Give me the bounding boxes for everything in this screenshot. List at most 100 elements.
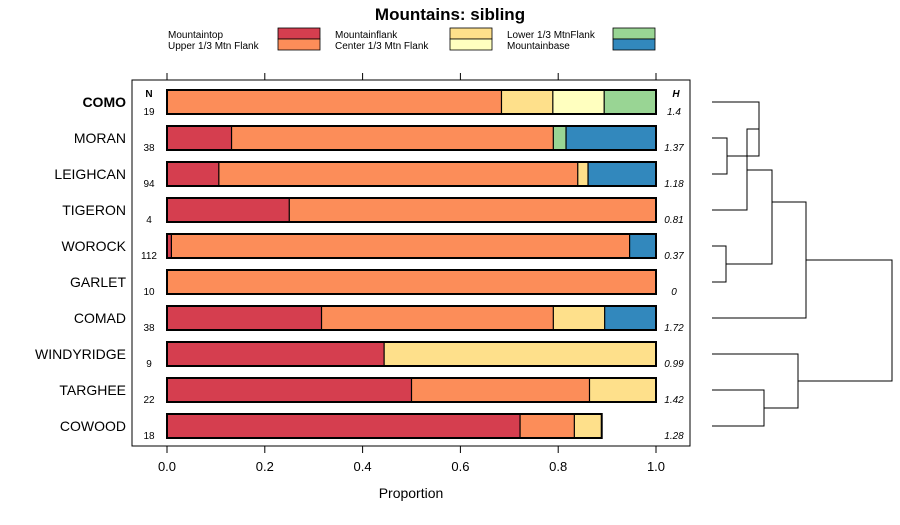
bar-outline [166, 89, 657, 115]
bar-segment [167, 270, 656, 294]
bar-outline [166, 161, 657, 187]
legend-swatch [449, 27, 493, 40]
bar-segment [231, 126, 554, 150]
bar-outline [166, 197, 657, 223]
row-h: 1.18 [664, 179, 684, 190]
x-tick-label: 0.4 [354, 459, 372, 474]
bar-row: TARGHEE 22 1.42 [59, 377, 684, 406]
x-tick-label: 0.8 [549, 459, 567, 474]
bar-segment [167, 234, 172, 258]
h-column-header: H [672, 89, 680, 100]
legend-label: Upper 1/3 Mtn Flank [168, 41, 260, 52]
bar-row: MORAN 38 1.37 [74, 125, 684, 154]
row-label: LEIGHCAN [54, 166, 126, 182]
row-label: WOROCK [61, 238, 126, 254]
row-label: WINDYRIDGE [35, 346, 126, 362]
bar-segment [167, 378, 412, 402]
bar-segment [167, 126, 232, 150]
bar-segment [501, 90, 553, 114]
legend-label: Lower 1/3 MtnFlank [507, 30, 596, 41]
row-n: 38 [143, 323, 155, 334]
legend-swatch [612, 27, 656, 40]
row-label: MORAN [74, 130, 126, 146]
bar-segment [411, 378, 590, 402]
bar-segment [520, 414, 575, 438]
row-h: 1.72 [664, 323, 684, 334]
bar-outline [166, 305, 657, 331]
bar-segment [588, 162, 656, 186]
bar-segment [167, 90, 502, 114]
row-label: COMAD [74, 310, 126, 326]
bar-segment [167, 198, 290, 222]
row-label: COMO [82, 94, 126, 110]
bar-row: GARLET 10 0 [70, 269, 677, 298]
legend-swatch [277, 38, 321, 51]
bar-segment [574, 414, 602, 438]
bar-outline [166, 125, 657, 151]
x-axis-label: Proportion [379, 485, 444, 501]
bar-segment [552, 90, 605, 114]
row-label: GARLET [70, 274, 126, 290]
row-n: 18 [143, 431, 155, 442]
plot-frame [131, 79, 691, 447]
row-n: 22 [143, 395, 155, 406]
x-tick-label: 0.6 [451, 459, 469, 474]
bar-row: COWOOD 18 1.28 [60, 413, 684, 442]
bar-segment [604, 90, 656, 114]
bar-segment [321, 306, 554, 330]
bar-segment [577, 162, 589, 186]
bar-segment [604, 306, 656, 330]
bar-outline [166, 341, 657, 367]
legend-swatch [449, 38, 493, 51]
bar-segment [167, 414, 521, 438]
bar-segment [566, 126, 656, 150]
legend-label: Mountainflank [335, 30, 398, 41]
legend-swatch [612, 38, 656, 51]
bar-row: WOROCK 112 0.37 [61, 233, 684, 262]
row-h: 0.37 [664, 251, 684, 262]
x-axis: 0.0 0.2 0.4 0.6 0.8 1.0 [158, 73, 665, 474]
row-n: 4 [146, 215, 152, 226]
row-n: 19 [143, 107, 155, 118]
row-h: 0.99 [664, 359, 684, 370]
chart-title: Mountains: sibling [375, 5, 525, 24]
row-h: 1.42 [664, 395, 684, 406]
x-tick-label: 1.0 [647, 459, 665, 474]
row-label: TARGHEE [59, 382, 126, 398]
row-n: 9 [146, 359, 152, 370]
bar-row: COMO 19 1.4 [82, 89, 681, 118]
row-h: 0 [671, 287, 677, 298]
bar-segment [553, 306, 605, 330]
bar-row: WINDYRIDGE 9 0.99 [35, 341, 684, 370]
row-label: TIGERON [62, 202, 126, 218]
bar-outline [166, 233, 657, 259]
row-n: 94 [143, 179, 155, 190]
bar-segment [218, 162, 578, 186]
n-column-header: N [145, 89, 152, 100]
bar-segment [167, 162, 219, 186]
bar-row: TIGERON 4 0.81 [62, 197, 684, 226]
legend-label: Mountainbase [507, 41, 570, 52]
row-n: 38 [143, 143, 155, 154]
legend-swatch [277, 27, 321, 40]
x-tick-label: 0.0 [158, 459, 176, 474]
bar-row: LEIGHCAN 94 1.18 [54, 161, 684, 190]
legend-label: Mountaintop [168, 30, 223, 41]
bar-segment [289, 198, 656, 222]
bar-outline [166, 269, 657, 295]
row-h: 1.37 [664, 143, 684, 154]
row-h: 1.28 [664, 431, 684, 442]
row-h: 1.4 [667, 107, 681, 118]
bar-segment [629, 234, 656, 258]
bar-segment [384, 342, 656, 366]
bar-outline [166, 413, 603, 439]
bar-segment [167, 342, 385, 366]
bar-row: COMAD 38 1.72 [74, 305, 684, 334]
bar-segment [589, 378, 656, 402]
bar-segment [553, 126, 567, 150]
bar-segment [171, 234, 630, 258]
bar-segment [167, 306, 322, 330]
